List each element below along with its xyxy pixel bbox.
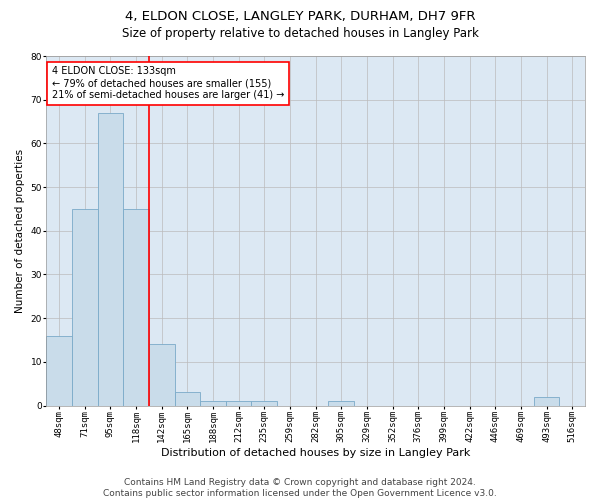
X-axis label: Distribution of detached houses by size in Langley Park: Distribution of detached houses by size …: [161, 448, 470, 458]
Bar: [46, 336, 72, 406]
Text: 4, ELDON CLOSE, LANGLEY PARK, DURHAM, DH7 9FR: 4, ELDON CLOSE, LANGLEY PARK, DURHAM, DH…: [125, 10, 475, 23]
Bar: [175, 392, 200, 406]
Bar: [123, 209, 149, 406]
Text: Size of property relative to detached houses in Langley Park: Size of property relative to detached ho…: [122, 28, 478, 40]
Text: Contains HM Land Registry data © Crown copyright and database right 2024.
Contai: Contains HM Land Registry data © Crown c…: [103, 478, 497, 498]
Bar: [251, 401, 277, 406]
Y-axis label: Number of detached properties: Number of detached properties: [15, 148, 25, 313]
Bar: [226, 401, 251, 406]
Bar: [200, 401, 226, 406]
Bar: [72, 209, 98, 406]
Bar: [533, 397, 559, 406]
Bar: [98, 113, 123, 406]
Text: 4 ELDON CLOSE: 133sqm
← 79% of detached houses are smaller (155)
21% of semi-det: 4 ELDON CLOSE: 133sqm ← 79% of detached …: [52, 66, 284, 100]
Bar: [149, 344, 175, 406]
Bar: [328, 401, 354, 406]
